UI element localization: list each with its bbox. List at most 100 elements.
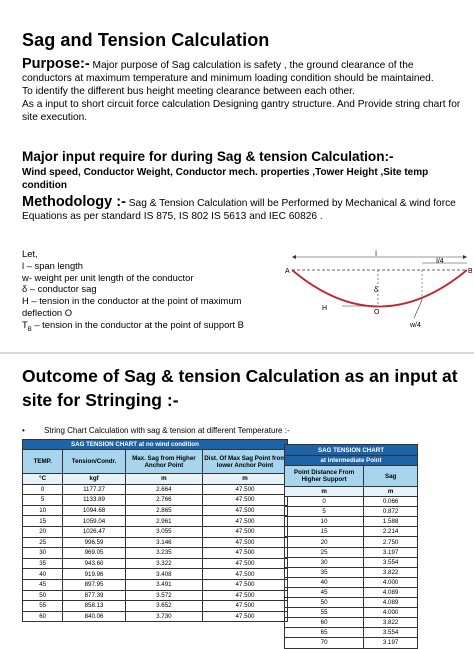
purpose-text: Major purpose of Sag calculation is safe… — [22, 60, 434, 84]
table-cell: 47.500 — [202, 600, 288, 612]
unit-cell: m — [124, 473, 204, 485]
table-cell: 3.235 — [124, 547, 204, 559]
table-body: 0 0.066 5 0.872 10 1.588 15 2.214 20 2.750 25 3.197… — [283, 496, 418, 649]
table-cell: 4.089 — [363, 586, 418, 599]
purpose-line-3: As a input to short circuit force calcul… — [22, 99, 461, 123]
table-cell: 47.500 — [202, 578, 288, 591]
table-cell: 943.60 — [62, 557, 126, 570]
table-row: 10 1.588 — [283, 516, 418, 528]
bullet-text: String Chart Calculation with sag & tens… — [44, 426, 290, 435]
table-cell: 3.572 — [124, 589, 204, 602]
table-row: 0 1177.27 2.664 47.500 — [21, 483, 288, 496]
table-cell: 840.06 — [62, 610, 126, 623]
table-row: 40 919.96 3.408 47.500 — [21, 568, 288, 580]
table-row: 30 969.05 3.235 47.500 — [21, 547, 288, 559]
table-cell: 3.554 — [363, 627, 418, 639]
label-H: H — [322, 305, 327, 312]
unit-cell: m — [202, 473, 288, 485]
label-A: A — [285, 268, 290, 275]
label-B: B — [468, 268, 472, 275]
table-cell: 47.500 — [202, 557, 288, 570]
table-subcaption: at intermediate Point — [284, 455, 418, 466]
table-cell: 3.408 — [124, 568, 204, 580]
conductor-curve — [291, 269, 468, 308]
table-cell: 3.322 — [124, 557, 204, 570]
purpose-line-2: To identify the different bus height mee… — [22, 86, 355, 97]
table-cell: 15 — [21, 515, 64, 527]
table-row: 35 943.60 3.322 47.500 — [21, 557, 288, 570]
methodology-block: Methodology :- Sag & Tension Calculation… — [22, 195, 462, 223]
table-cell: 25 — [283, 546, 365, 558]
table-row: 0 0.066 — [283, 496, 418, 508]
let-line: H – tension in the conductor at the poin… — [22, 295, 242, 307]
table-cell: 3.197 — [363, 546, 418, 558]
table-cell: 3.197 — [363, 637, 418, 649]
table-cell: 50 — [21, 589, 64, 602]
table-cell: 20 — [21, 525, 64, 538]
table-cell: 1026.47 — [62, 525, 126, 538]
outcome-title: Outcome of Sag & tension Calculation as … — [22, 366, 458, 410]
table-cell: 1094.68 — [62, 504, 126, 517]
table-cell: 3.730 — [124, 610, 204, 623]
table-cell: 2.961 — [124, 515, 204, 527]
table-cell: 3.055 — [124, 525, 204, 538]
table-row: 60 3.822 — [283, 617, 418, 629]
table-cell: 47.500 — [202, 504, 288, 517]
table-row: 25 996.59 3.146 47.500 — [21, 536, 288, 549]
table-row: 15 1059.04 2.961 47.500 — [21, 515, 288, 527]
table-cell: 3.652 — [124, 600, 204, 612]
table-cell: 0 — [283, 496, 365, 508]
table-row: 35 3.822 — [283, 566, 418, 578]
table-cell: 47.500 — [202, 515, 288, 527]
table-cell: 969.05 — [62, 547, 126, 559]
let-line: deflection O — [22, 306, 73, 318]
table-caption: SAG TENSION CHART — [284, 444, 418, 456]
table-cell: 3.822 — [363, 566, 418, 578]
table-cell: 10 — [21, 504, 64, 517]
table-cell: 40 — [21, 568, 64, 580]
table-row: 20 2.750 — [283, 536, 418, 548]
column-header: Tension/Condr. — [62, 449, 126, 474]
table-cell: 15 — [283, 526, 365, 538]
unit-cell: kgf — [62, 473, 126, 485]
table-cell: 50 — [283, 597, 365, 609]
let-line: l – span length — [22, 259, 83, 271]
slide-outcome: Outcome of Sag & tension Calculation as … — [0, 352, 474, 649]
table-row: 25 3.197 — [283, 546, 418, 558]
label-w4: w/4 — [409, 322, 421, 329]
table-cell: 47.500 — [202, 547, 288, 559]
table-cell: 40 — [283, 576, 365, 588]
column-header: Sag — [363, 465, 418, 487]
table-cell: 30 — [283, 556, 365, 568]
table-cell: 858.13 — [62, 600, 126, 612]
table-row: 45 897.95 3.491 47.500 — [21, 578, 288, 591]
bullet-icon: • — [22, 426, 25, 435]
table-cell: 47.500 — [202, 494, 288, 506]
let-line: δ – conductor sag — [22, 283, 97, 295]
table-cell: 47.500 — [202, 568, 288, 580]
label-O: O — [374, 309, 380, 316]
table-cell: 65 — [283, 627, 365, 639]
table-cell: 0 — [21, 483, 64, 496]
table-row: 45 4.089 — [283, 586, 418, 599]
table-row: 20 1026.47 3.055 47.500 — [21, 525, 288, 538]
table-row: 10 1094.68 2.865 47.500 — [21, 504, 288, 517]
table-cell: 5 — [283, 506, 365, 518]
table-cell: 10 — [283, 516, 365, 528]
unit-cell: m — [363, 485, 418, 498]
table-cell: 47.500 — [202, 610, 288, 623]
table-cell: 3.554 — [363, 556, 418, 568]
table-cell: 1059.04 — [62, 515, 126, 527]
table-cell: 877.39 — [62, 589, 126, 602]
table-cell: 5 — [21, 494, 64, 506]
table-cell: 2.750 — [363, 536, 418, 548]
intermediate-sag-table: SAG TENSION CHART at intermediate Point … — [283, 444, 418, 649]
table-cell: 3.491 — [124, 578, 204, 591]
column-header: TEMP. — [21, 449, 64, 474]
table-cell: 2.766 — [124, 494, 204, 506]
table-row: 15 2.214 — [283, 526, 418, 538]
table-cell: 2.664 — [124, 483, 204, 496]
table-cell: 60 — [283, 617, 365, 629]
label-l: l — [375, 251, 377, 258]
table-cell: 919.96 — [62, 568, 126, 580]
